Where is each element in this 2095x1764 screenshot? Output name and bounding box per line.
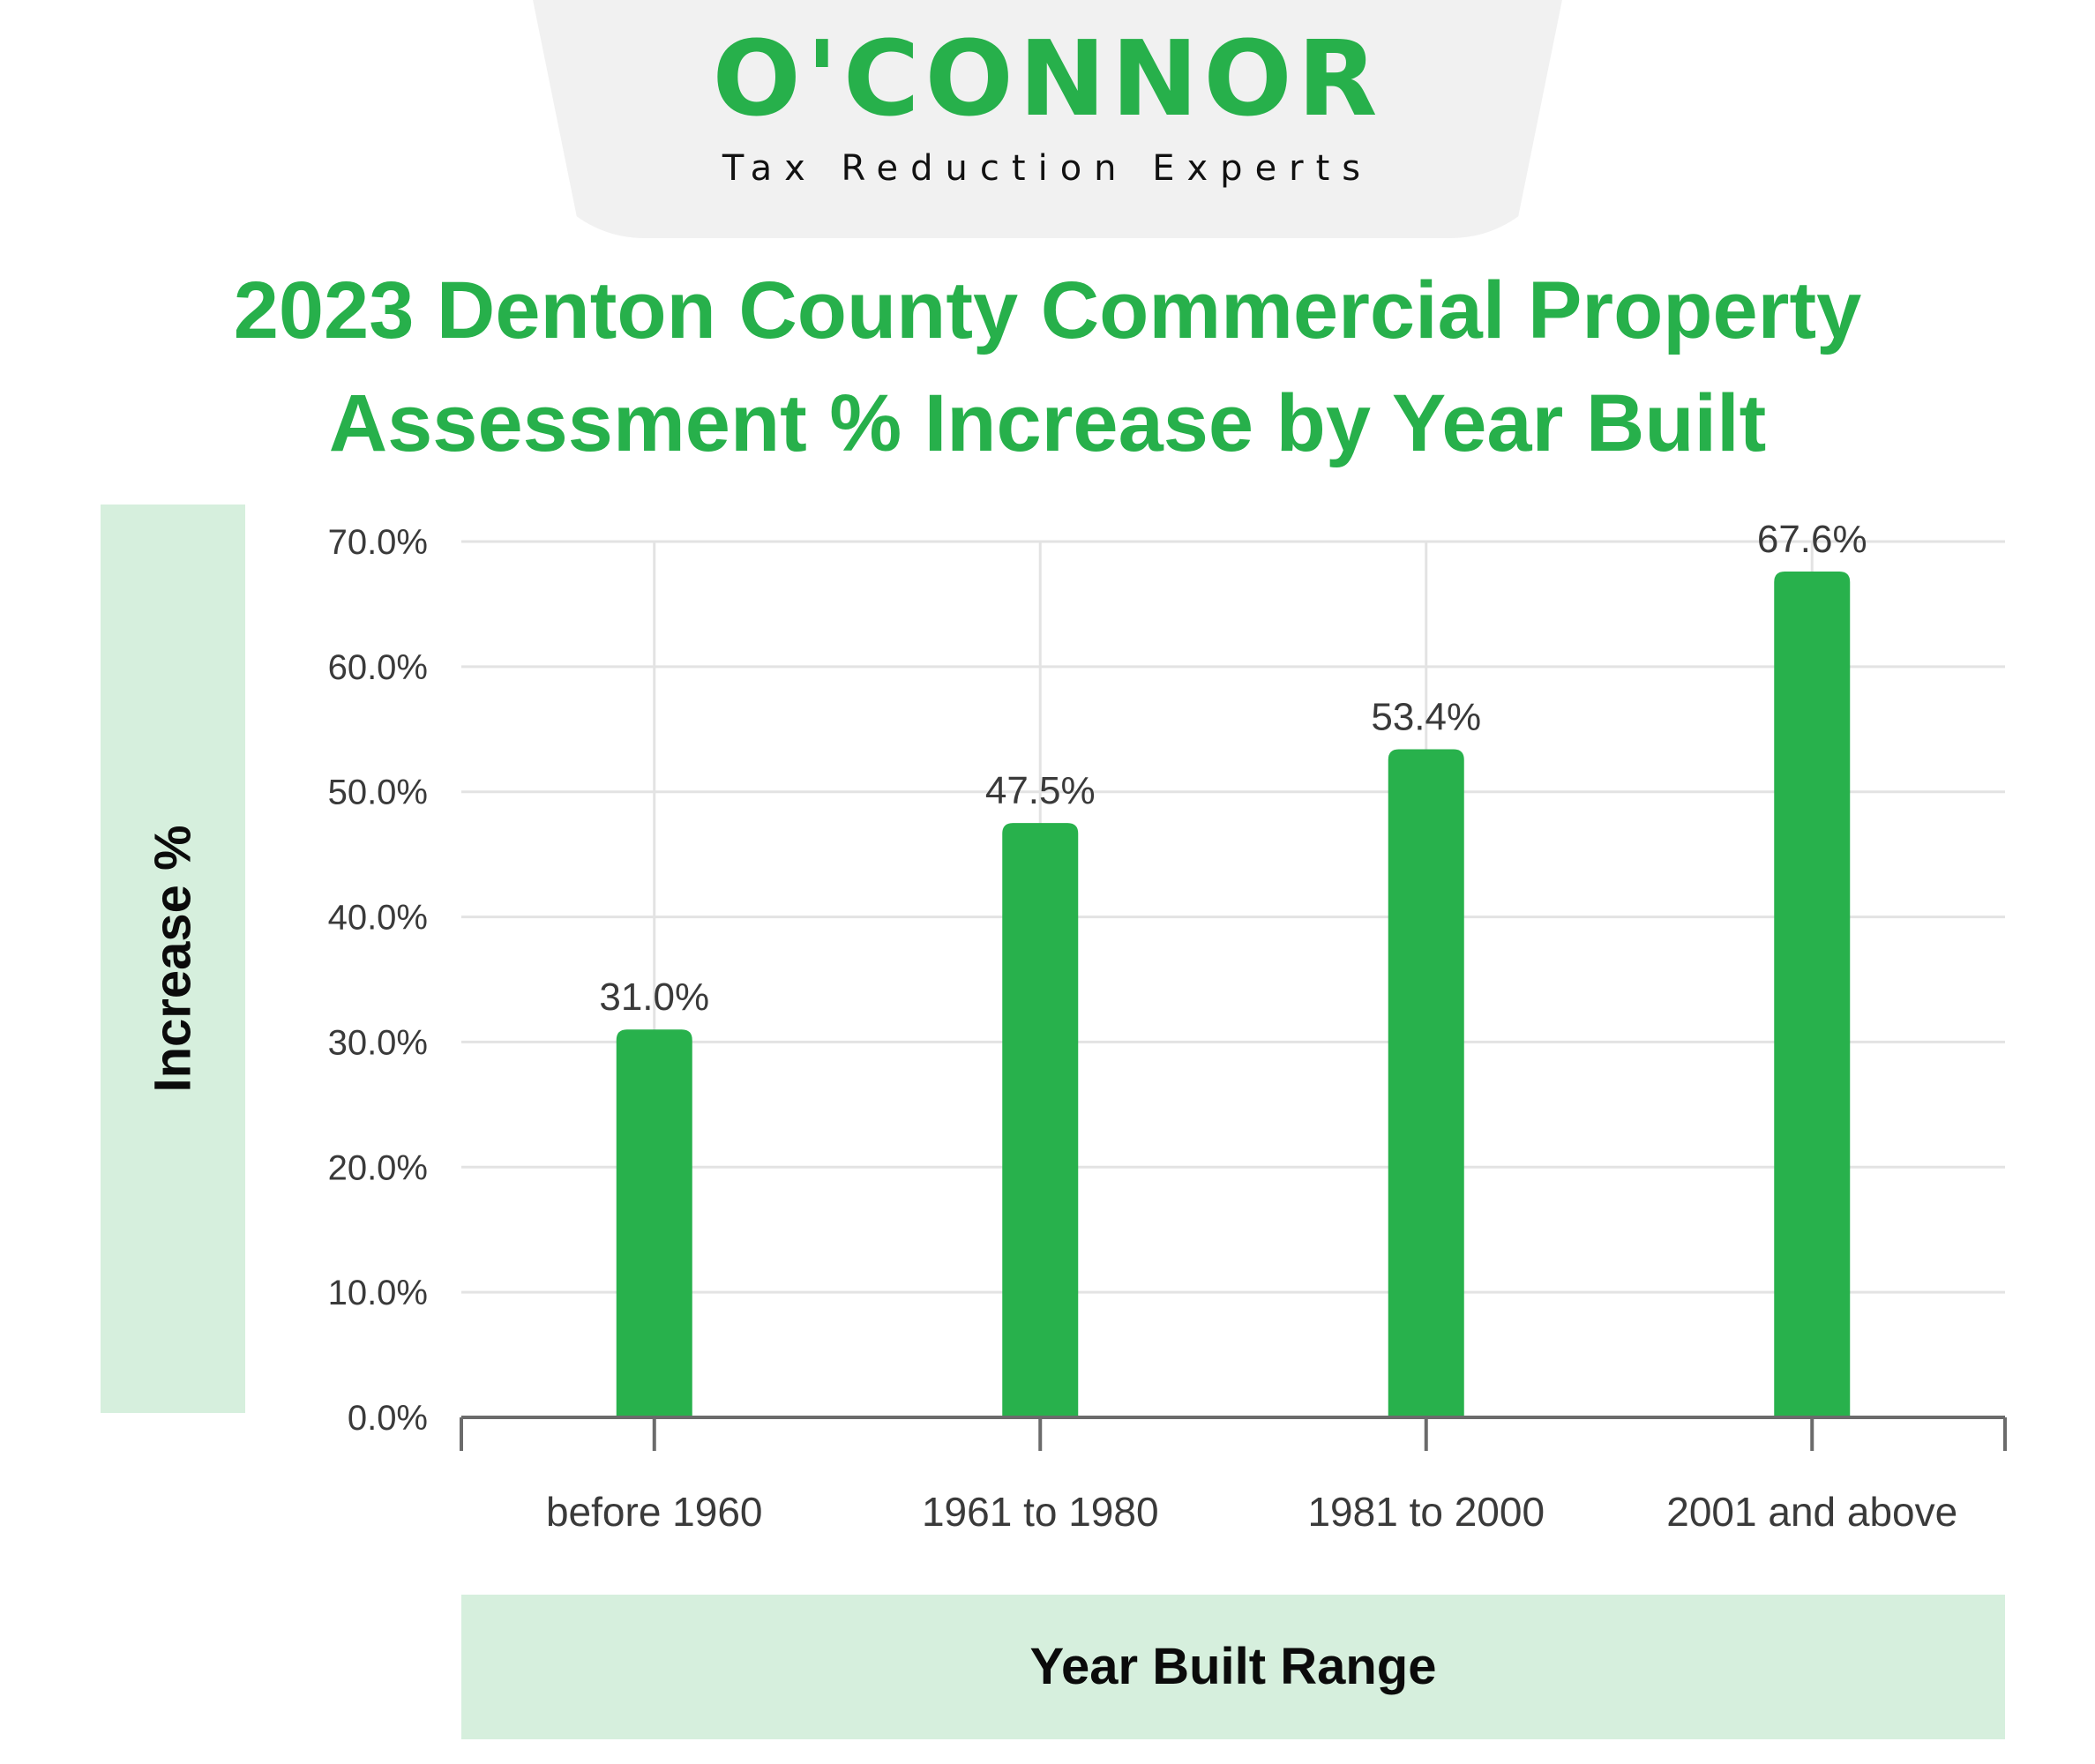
- y-tick-label: 70.0%: [328, 523, 428, 562]
- logo-tagline: Tax Reduction Experts: [722, 148, 1373, 189]
- bar: [1002, 823, 1079, 1417]
- bar: [1774, 572, 1851, 1417]
- y-tick-label: 30.0%: [328, 1023, 428, 1062]
- data-label: 31.0%: [599, 975, 709, 1019]
- x-axis-title-band: [461, 1595, 2005, 1739]
- y-tick-label: 50.0%: [328, 774, 428, 812]
- data-label: 53.4%: [1371, 695, 1481, 738]
- y-tick-label: 20.0%: [328, 1148, 428, 1187]
- y-tick-label: 60.0%: [328, 648, 428, 687]
- logo-background: [529, 0, 1566, 238]
- y-tick-label: 40.0%: [328, 899, 428, 938]
- x-tick-label: 1981 to 2000: [1307, 1489, 1545, 1535]
- x-tick-label: 2001 and above: [1666, 1489, 1957, 1535]
- bar: [616, 1029, 692, 1417]
- logo-wordmark: O'CONNOR: [712, 18, 1383, 139]
- y-tick-label: 10.0%: [328, 1274, 428, 1312]
- y-tick-label: 0.0%: [348, 1399, 428, 1438]
- x-tick-label: before 1960: [546, 1489, 763, 1535]
- data-label: 47.5%: [985, 769, 1096, 812]
- chart-title: 2023 Denton County Commercial Property A…: [233, 265, 1862, 468]
- x-tick-label: 1961 to 1980: [922, 1489, 1159, 1535]
- data-label: 67.6%: [1757, 518, 1867, 561]
- y-axis-title-band: [101, 505, 245, 1413]
- bar: [1388, 749, 1464, 1417]
- x-axis-title: Year Built Range: [1029, 1638, 1437, 1695]
